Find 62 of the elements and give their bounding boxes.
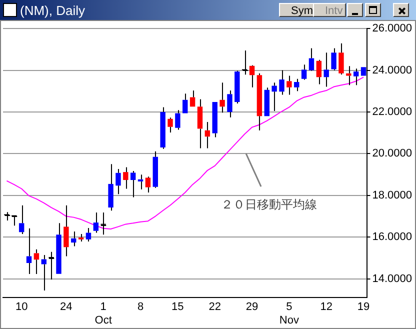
x-tick-label: 29 <box>246 301 258 314</box>
candlestick <box>256 72 262 131</box>
chart-title: (NM), Daily <box>20 3 85 18</box>
candlestick <box>308 48 314 70</box>
candlestick <box>272 82 277 112</box>
candlestick <box>152 150 158 188</box>
y-tick-label: 22.0000 <box>372 106 412 118</box>
candlestick <box>346 66 352 86</box>
candlestick <box>331 48 336 71</box>
candlestick <box>108 164 114 212</box>
candlestick <box>338 42 344 75</box>
x-tick-label: 1 Oct <box>94 301 112 326</box>
candlestick <box>294 78 300 92</box>
y-tick-label: 24.0000 <box>372 64 412 76</box>
candlestick <box>78 234 84 242</box>
candlestick <box>353 68 359 86</box>
y-tick-label: 26.0000 <box>372 22 412 35</box>
candlestick <box>93 212 99 234</box>
x-tick-label: 5 Nov <box>279 301 300 326</box>
candlestick <box>71 230 76 247</box>
candlestick <box>204 122 210 149</box>
candlestick <box>279 70 284 96</box>
candlestick <box>26 228 32 275</box>
candlestick <box>227 90 232 118</box>
candlestick <box>56 222 62 274</box>
candlestick <box>160 106 166 150</box>
candlestick <box>301 64 307 80</box>
text: Intv <box>313 3 346 17</box>
y-tick-label: 14.0000 <box>372 272 412 285</box>
text: Sym <box>279 3 316 17</box>
x-tick-label: 24 <box>60 301 72 314</box>
y-tick-label: 18.0000 <box>372 189 412 202</box>
x-tick-label: 8 <box>137 301 144 314</box>
candlestick <box>190 90 196 107</box>
candlestick <box>175 110 180 130</box>
y-tick-label: 16.0000 <box>372 231 412 244</box>
y-tick-label: 20.0000 <box>372 148 412 160</box>
candlestick <box>324 52 329 88</box>
x-tick-label: 22 <box>208 301 221 314</box>
annotation: ２０日移動平均線 <box>221 198 318 212</box>
candlestick <box>123 166 128 190</box>
candlestick <box>130 170 136 198</box>
candlestick <box>286 75 292 96</box>
candlestick <box>182 93 188 114</box>
candlestick <box>264 87 270 116</box>
x-tick-label: 12 <box>320 301 332 314</box>
candlestick <box>145 176 151 194</box>
candlestick <box>316 59 322 85</box>
candlestick <box>234 72 240 104</box>
candlestick <box>168 117 173 133</box>
candlestick <box>41 254 46 292</box>
candlestick <box>34 248 40 275</box>
candlestick <box>116 168 121 195</box>
x-tick-label: 15 <box>172 301 184 314</box>
candlestick <box>86 227 92 242</box>
candlestick <box>197 98 203 149</box>
x-tick-label: 19 <box>357 301 370 314</box>
x-tick-label: 10 <box>15 301 28 314</box>
candlestick <box>64 204 69 257</box>
candlestick <box>220 82 225 114</box>
candlestick <box>138 174 144 190</box>
candlestick <box>18 204 24 234</box>
